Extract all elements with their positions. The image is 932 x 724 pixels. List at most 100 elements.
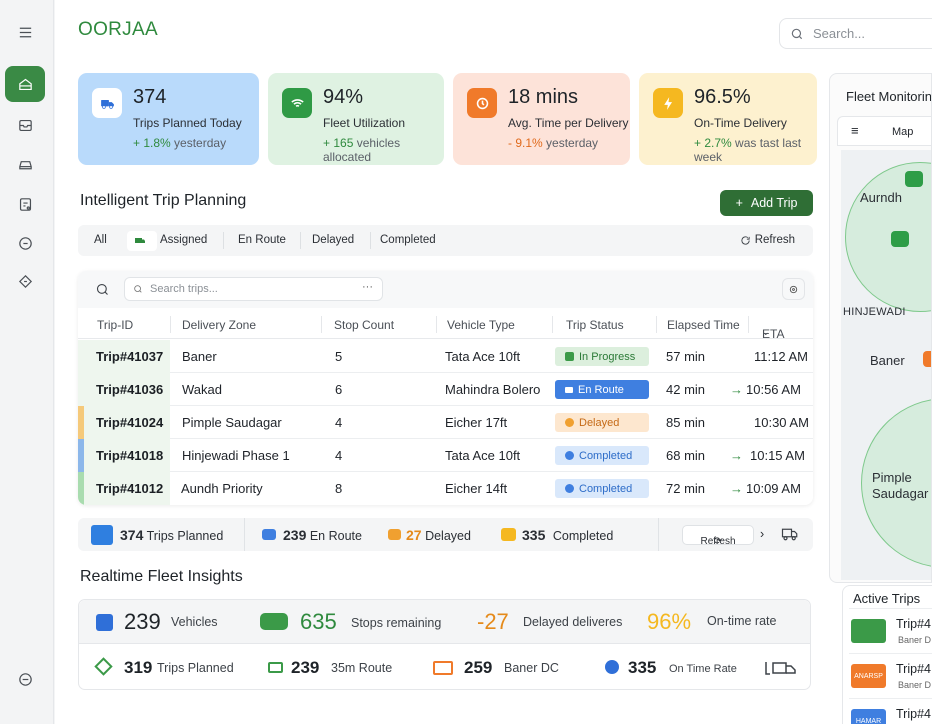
kpi-on-time[interactable]: 96.5% On-Time Delivery + 2.7% was tast l… (639, 73, 817, 165)
list-item[interactable]: ANARSP Trip#4 Baner D (849, 653, 932, 697)
sidebar-item-collapse[interactable] (5, 661, 45, 697)
sidebar-item-vehicles[interactable] (5, 146, 45, 182)
tab-delayed[interactable]: Delayed (312, 234, 355, 246)
status-badge: Completed (555, 479, 649, 498)
more-icon[interactable]: ··· (362, 281, 373, 293)
app-logo: OORJAA (78, 19, 158, 40)
gear-icon (789, 285, 798, 293)
col-trip-id[interactable]: Trip-ID (97, 318, 134, 332)
table-toolbar: Search trips... ··· (78, 271, 813, 308)
tab-en-route[interactable]: En Route (238, 234, 286, 246)
kpi-delta: + 165 vehicles allocated (323, 136, 401, 164)
planning-title: Intelligent Trip Planning (80, 192, 247, 209)
vehicle-icon (18, 160, 32, 169)
list-item[interactable]: HAMAR Trip#4 (849, 698, 932, 724)
list-item[interactable]: Trip#4 Baner D (849, 608, 932, 652)
vehicle-pin[interactable] (923, 351, 931, 367)
status-badge: Delayed (555, 413, 649, 432)
chat-icon (18, 236, 32, 250)
table-settings-button[interactable] (782, 278, 805, 300)
table-row[interactable]: Trip#41036 Wakad 6 Mahindra Bolero En Ro… (78, 373, 813, 406)
active-trips-title: Active Trips (853, 591, 921, 606)
arrow-right-icon: → (730, 382, 743, 397)
tab-completed[interactable]: Completed (380, 234, 436, 246)
trip-summary: 374 Trips Planned 239 En Route 27 Delaye… (78, 518, 813, 551)
sidebar-item-reports[interactable] (5, 186, 45, 222)
route-icon (262, 529, 276, 540)
arrow-right-icon: → (730, 448, 743, 463)
kpi-label: Trips Planned Today (133, 116, 242, 130)
kpi-value: 96.5% (694, 86, 751, 108)
sidebar (0, 0, 54, 724)
summary-en-route: 239 En Route (283, 527, 362, 543)
route-icon (268, 662, 283, 673)
stops-icon (260, 613, 288, 630)
refresh-button[interactable]: Refresh (740, 234, 795, 246)
sidebar-item-inbox[interactable] (5, 107, 45, 143)
status-badge: Completed (555, 446, 649, 465)
col-elapsed[interactable]: Elapsed Time (667, 318, 740, 332)
tab-assigned[interactable]: Assigned (160, 234, 208, 246)
trip-search-input[interactable]: Search trips... ··· (124, 277, 383, 301)
chevron-right-icon[interactable]: › (760, 527, 765, 541)
add-trip-button[interactable]: + Add Trip (720, 190, 813, 216)
col-zone[interactable]: Delivery Zone (182, 318, 257, 332)
vehicle-pin[interactable] (891, 231, 909, 247)
diamond-icon (94, 657, 113, 676)
col-stops[interactable]: Stop Count (334, 318, 395, 332)
kpi-delta: + 2.7% was tast last week (694, 136, 802, 164)
fleet-insights: 239 Vehicles 635 Stops remaining -27 Del… (78, 599, 811, 690)
minus-circle-icon (18, 672, 32, 686)
sidebar-item-dashboard[interactable] (5, 66, 45, 102)
kpi-label: Fleet Utilization (323, 116, 406, 130)
map-tabs: ≡ Map (837, 116, 931, 146)
col-status[interactable]: Trip Status (566, 318, 624, 332)
status-badge: In Progress (555, 347, 649, 366)
trip-tabs: All Assigned En Route Delayed Completed … (78, 225, 813, 256)
tab-map[interactable]: Map (892, 126, 914, 138)
table-row[interactable]: Trip#41018 Hinjewadi Phase 1 4 Tata Ace … (78, 439, 813, 472)
route-icon (18, 274, 32, 288)
tab-assigned-icon[interactable] (127, 231, 157, 251)
clock-icon (605, 660, 619, 674)
list-icon[interactable]: ≡ (851, 123, 859, 138)
summary-refresh-button[interactable]: ⟳ Refresh (682, 525, 754, 547)
kpi-label: On-Time Delivery (694, 116, 787, 130)
table-row[interactable]: Trip#41024 Pimple Saudagar 4 Eicher 17ft… (78, 406, 813, 439)
vehicle-pin[interactable] (905, 171, 923, 187)
active-trips-panel: Active Trips Trip#4 Baner D ANARSP Trip#… (842, 585, 932, 724)
trips-icon (91, 525, 113, 545)
search-icon (96, 283, 108, 295)
col-vehicle[interactable]: Vehicle Type (447, 318, 515, 332)
search-icon (134, 285, 142, 293)
kpi-delta: - 9.1% yesterday (508, 136, 599, 150)
report-icon (19, 197, 31, 211)
fleet-icon[interactable] (764, 660, 798, 677)
sidebar-item-routes[interactable] (5, 263, 45, 299)
menu-icon[interactable] (5, 14, 45, 50)
kpi-delta: + 1.8% yesterday (133, 136, 227, 150)
kpi-avg-time[interactable]: 18 mins Avg. Time per Delivery - 9.1% ye… (453, 73, 630, 165)
plus-icon: + (735, 196, 743, 210)
kpi-label: Avg. Time per Delivery (508, 116, 629, 130)
search-icon (791, 28, 803, 39)
kpi-value: 374 (133, 86, 167, 108)
refresh-icon (741, 235, 750, 245)
table-row[interactable]: Trip#41037 Baner 5 Tata Ace 10ft In Prog… (78, 340, 813, 373)
clock-icon (467, 88, 497, 118)
fleet-map[interactable]: Aurndh HINJEWADI Baner Pimple Saudagar (841, 150, 931, 580)
kpi-value: 18 mins (508, 86, 579, 108)
truck-icon[interactable] (781, 527, 799, 542)
vehicle-icon (96, 614, 113, 631)
kpi-fleet-utilization[interactable]: 94% Fleet Utilization + 165 vehicles all… (268, 73, 444, 165)
truck-icon (92, 88, 122, 118)
table-row[interactable]: Trip#41012 Aundh Priority 8 Eicher 14ft … (78, 472, 813, 505)
main-content: OORJAA Search... 374 Trips Planned Today… (55, 0, 932, 724)
refresh-icon: ⟳ (713, 536, 723, 547)
kpi-trips-planned[interactable]: 374 Trips Planned Today + 1.8% yesterday (78, 73, 259, 165)
sidebar-item-chat[interactable] (5, 225, 45, 261)
search-input[interactable]: Search... (779, 18, 932, 49)
kpi-value: 94% (323, 86, 364, 108)
tab-all[interactable]: All (94, 234, 107, 246)
status-badge: En Route (555, 380, 649, 399)
